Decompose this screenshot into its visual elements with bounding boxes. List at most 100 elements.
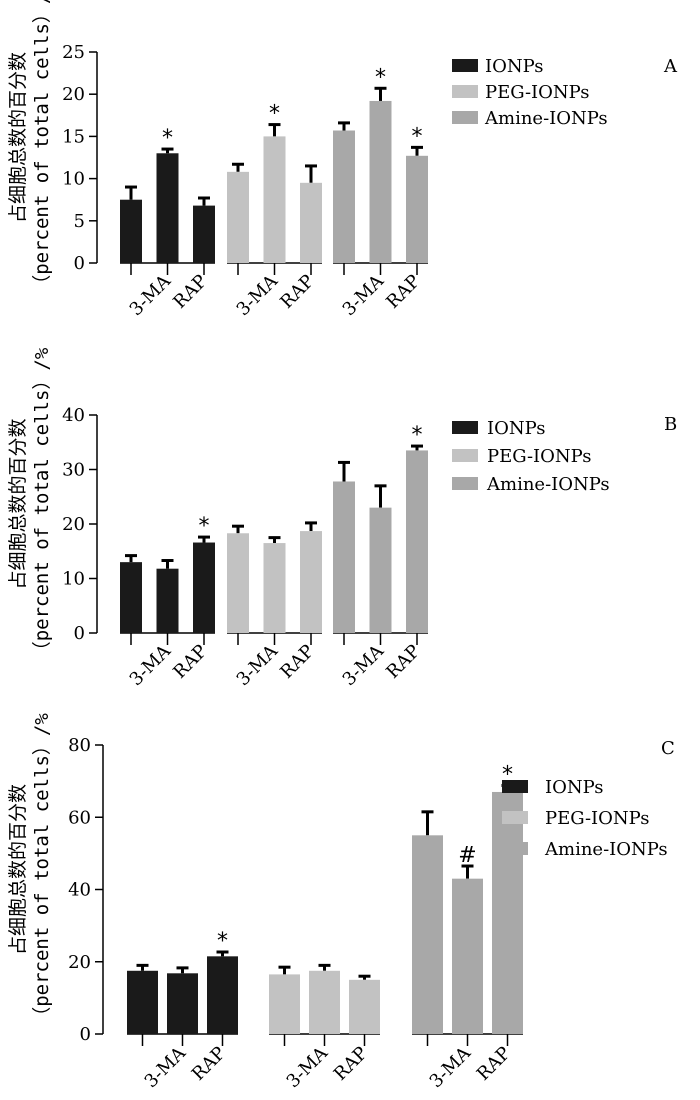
y-axis-sublabel: （percent of total cells）/%	[31, 713, 53, 1026]
bar-ionps-3-ma	[156, 568, 179, 633]
x-category-label: RAP	[382, 271, 424, 313]
y-tick-label: 0	[74, 253, 85, 274]
bar-amine-ionps-3-ma	[369, 507, 392, 633]
significance-mark: *	[502, 762, 513, 787]
panel-label: C	[661, 738, 675, 759]
y-axis-label: 占细胞总数的百分数	[7, 418, 29, 589]
legend-entry: IONPs	[487, 418, 545, 439]
legend-entry: Amine-IONPs	[484, 108, 608, 129]
legend-swatch	[502, 780, 528, 793]
bar-peg-ionps-3-ma	[263, 543, 286, 633]
bar-peg-ionps-control	[227, 533, 249, 633]
significance-mark: *	[199, 514, 210, 539]
y-tick-label: 25	[62, 42, 85, 63]
y-tick-label: 20	[68, 952, 91, 973]
bar-peg-ionps-control	[269, 974, 300, 1034]
legend-entry: Amine-IONPs	[486, 474, 610, 495]
bar-ionps-control	[127, 970, 158, 1034]
bar-amine-ionps-control	[412, 835, 443, 1034]
x-category-label: RAP	[330, 1043, 372, 1085]
legend-swatch	[452, 111, 478, 124]
bar-amine-ionps-3-ma	[452, 878, 483, 1034]
significance-mark: *	[162, 126, 173, 151]
bar-ionps-control	[120, 199, 142, 263]
x-category-label: 3-MA	[339, 640, 389, 690]
x-category-label: RAP	[276, 271, 318, 313]
y-tick-label: 40	[62, 405, 85, 426]
bar-peg-ionps-rap	[300, 531, 322, 633]
x-category-label: 3-MA	[141, 1042, 191, 1092]
y-tick-label: 10	[62, 169, 85, 190]
bar-amine-ionps-control	[333, 130, 355, 263]
x-category-label: 3-MA	[233, 640, 283, 690]
bar-ionps-3-ma	[167, 973, 198, 1034]
y-tick-label: 0	[74, 623, 85, 644]
legend-entry: Amine-IONPs	[544, 839, 668, 860]
legend-entry: IONPs	[485, 56, 543, 77]
significance-mark: *	[412, 423, 423, 448]
x-category-label: RAP	[169, 271, 211, 313]
significance-mark: *	[375, 65, 386, 90]
legend-swatch	[452, 59, 478, 72]
y-tick-label: 10	[62, 569, 85, 590]
x-category-label: 3-MA	[339, 270, 389, 320]
legend-swatch	[502, 811, 528, 824]
x-category-label: RAP	[188, 1043, 230, 1085]
significance-mark: #	[458, 843, 476, 868]
bar-amine-ionps-3-ma	[369, 100, 392, 264]
y-axis-sublabel: （percent of total cells）/%	[31, 0, 53, 294]
bar-amine-ionps-control	[333, 481, 355, 633]
bar-ionps-rap	[193, 542, 215, 633]
significance-mark: *	[269, 102, 280, 127]
y-tick-label: 15	[62, 126, 85, 147]
legend-entry: IONPs	[545, 777, 603, 798]
chart-panel-a: 0510152025*3-MARAP*3-MARAP**3-MARAP占细胞总数…	[7, 0, 678, 320]
x-category-label: 3-MA	[126, 270, 176, 320]
bar-ionps-rap	[193, 205, 215, 263]
y-tick-label: 5	[74, 211, 85, 232]
bar-peg-ionps-3-ma	[309, 970, 340, 1034]
bar-peg-ionps-control	[227, 171, 249, 263]
legend-entry: PEG-IONPs	[545, 808, 650, 829]
y-tick-label: 30	[62, 460, 85, 481]
x-category-label: RAP	[382, 641, 424, 683]
x-category-label: RAP	[169, 641, 211, 683]
bar-ionps-rap	[207, 956, 238, 1034]
y-tick-label: 0	[80, 1024, 91, 1045]
panel-label: A	[663, 56, 678, 77]
bar-amine-ionps-rap	[406, 155, 428, 263]
x-category-label: 3-MA	[283, 1042, 333, 1092]
bar-peg-ionps-3-ma	[263, 136, 286, 263]
y-axis-label: 占细胞总数的百分数	[7, 784, 29, 955]
bar-peg-ionps-rap	[300, 182, 322, 263]
panel-label: B	[664, 414, 677, 435]
legend-swatch	[502, 842, 528, 855]
y-tick-label: 20	[62, 514, 85, 535]
x-category-label: 3-MA	[126, 640, 176, 690]
significance-mark: *	[217, 929, 228, 954]
y-axis-label: 占细胞总数的百分数	[7, 52, 29, 223]
bar-ionps-3-ma	[156, 153, 179, 263]
legend-swatch	[452, 449, 478, 462]
legend-entry: PEG-IONPs	[487, 446, 592, 467]
legend-swatch	[452, 421, 478, 434]
y-tick-label: 60	[68, 807, 91, 828]
y-tick-label: 20	[62, 84, 85, 105]
y-tick-label: 40	[68, 880, 91, 901]
x-category-label: 3-MA	[233, 270, 283, 320]
bar-ionps-control	[120, 562, 142, 633]
x-category-label: RAP	[276, 641, 318, 683]
y-axis-sublabel: （percent of total cells）/%	[31, 347, 53, 660]
bar-amine-ionps-rap	[406, 450, 428, 633]
x-category-label: 3-MA	[426, 1042, 476, 1092]
legend-entry: PEG-IONPs	[485, 82, 590, 103]
bar-peg-ionps-rap	[349, 979, 380, 1034]
significance-mark: *	[412, 124, 423, 149]
legend-swatch	[452, 477, 478, 490]
bar-amine-ionps-rap	[492, 791, 523, 1034]
legend-swatch	[452, 85, 478, 98]
x-category-label: RAP	[473, 1043, 515, 1085]
